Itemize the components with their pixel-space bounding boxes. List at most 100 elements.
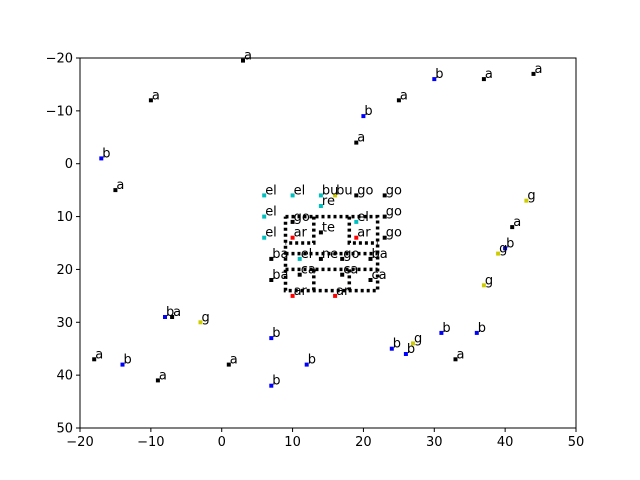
point-label: a (244, 49, 252, 64)
point-label: go (386, 226, 402, 241)
data-point (290, 235, 295, 240)
point-label: g (202, 310, 210, 325)
data-point (262, 214, 267, 219)
point-label: b (166, 305, 174, 320)
point-label: re (322, 194, 335, 209)
y-tick-label: −10 (46, 104, 73, 119)
point-label: a (159, 368, 167, 383)
data-point (524, 198, 529, 203)
point-label: el (265, 226, 277, 241)
point-label: b (435, 67, 443, 82)
y-tick-label: −20 (46, 52, 73, 67)
point-label: ba (272, 247, 288, 262)
point-label: b (308, 353, 316, 368)
data-point (382, 193, 387, 198)
y-axis-ticks: −20 −10 0 10 20 30 40 50 (46, 52, 80, 437)
data-point (226, 362, 231, 367)
point-label: g (414, 331, 422, 346)
point-label: a (535, 62, 543, 77)
data-point (432, 77, 437, 82)
point-label: bu (336, 183, 353, 198)
data-point (333, 293, 338, 298)
box-outline (285, 216, 316, 245)
data-point (155, 378, 160, 383)
data-point (304, 362, 309, 367)
box-outline (283, 214, 380, 293)
data-point (333, 193, 338, 198)
data-point (354, 140, 359, 145)
point-label: ar (294, 226, 308, 241)
data-point (361, 114, 366, 119)
point-label: a (95, 347, 103, 362)
point-label: ba (372, 247, 388, 262)
point-label: b (407, 342, 415, 357)
y-tick-label: 10 (56, 210, 73, 225)
data-point (297, 256, 302, 261)
data-point (481, 77, 486, 82)
data-point (269, 336, 274, 341)
point-label: ar (357, 226, 371, 241)
point-label: b (272, 374, 280, 389)
data-point (510, 225, 515, 230)
box-outline (347, 216, 378, 245)
point-label: go (343, 247, 359, 262)
point-label: a (457, 347, 465, 362)
point-label: g (485, 273, 493, 288)
y-tick-label: 30 (56, 316, 73, 331)
data-point (269, 278, 274, 282)
point-label: a (485, 67, 493, 82)
data-point (340, 272, 345, 277)
data-point (318, 193, 323, 198)
data-point (318, 230, 323, 235)
plot-frame (79, 57, 577, 429)
data-point (297, 272, 302, 277)
point-label: el (265, 205, 277, 220)
data-point (269, 256, 274, 261)
y-tick-label: 50 (56, 422, 73, 437)
point-label: el (265, 183, 277, 198)
point-label: b (393, 337, 401, 352)
data-point (496, 251, 501, 256)
data-point (290, 293, 295, 298)
data-point (503, 246, 508, 251)
data-point (148, 98, 153, 103)
data-point (453, 357, 458, 362)
data-point (318, 256, 323, 261)
point-label: b (442, 321, 450, 336)
data-point (269, 383, 274, 388)
x-tick-label: 40 (497, 435, 514, 450)
point-label: b (102, 146, 110, 161)
x-tick-label: 20 (355, 435, 372, 450)
point-label: ar (336, 284, 350, 299)
y-tick-label: 0 (65, 157, 73, 172)
data-point (262, 193, 267, 198)
point-label: el (294, 183, 306, 198)
point-label: bu (322, 183, 339, 198)
data-point (354, 235, 359, 240)
point-label: b (124, 353, 132, 368)
point-label: b (506, 236, 514, 251)
data-point (262, 235, 267, 240)
data-point (354, 219, 359, 224)
data-point (382, 235, 387, 240)
data-point (531, 71, 536, 76)
data-point (396, 98, 401, 103)
data-point (198, 320, 203, 325)
point-label: te (322, 220, 335, 235)
data-point (318, 204, 323, 208)
y-tick-label: 40 (56, 369, 73, 384)
data-point (481, 283, 486, 288)
data-point (290, 219, 295, 224)
data-point (389, 346, 394, 351)
x-tick-label: −20 (66, 435, 93, 450)
point-label: go (386, 205, 402, 220)
box-outline-layer (283, 214, 380, 293)
data-point (120, 362, 125, 367)
data-point (368, 278, 373, 282)
data-point (290, 193, 295, 198)
data-point (340, 256, 345, 261)
point-label: ca (301, 263, 316, 278)
x-tick-label: −10 (137, 435, 164, 450)
point-label: ba (272, 268, 288, 283)
